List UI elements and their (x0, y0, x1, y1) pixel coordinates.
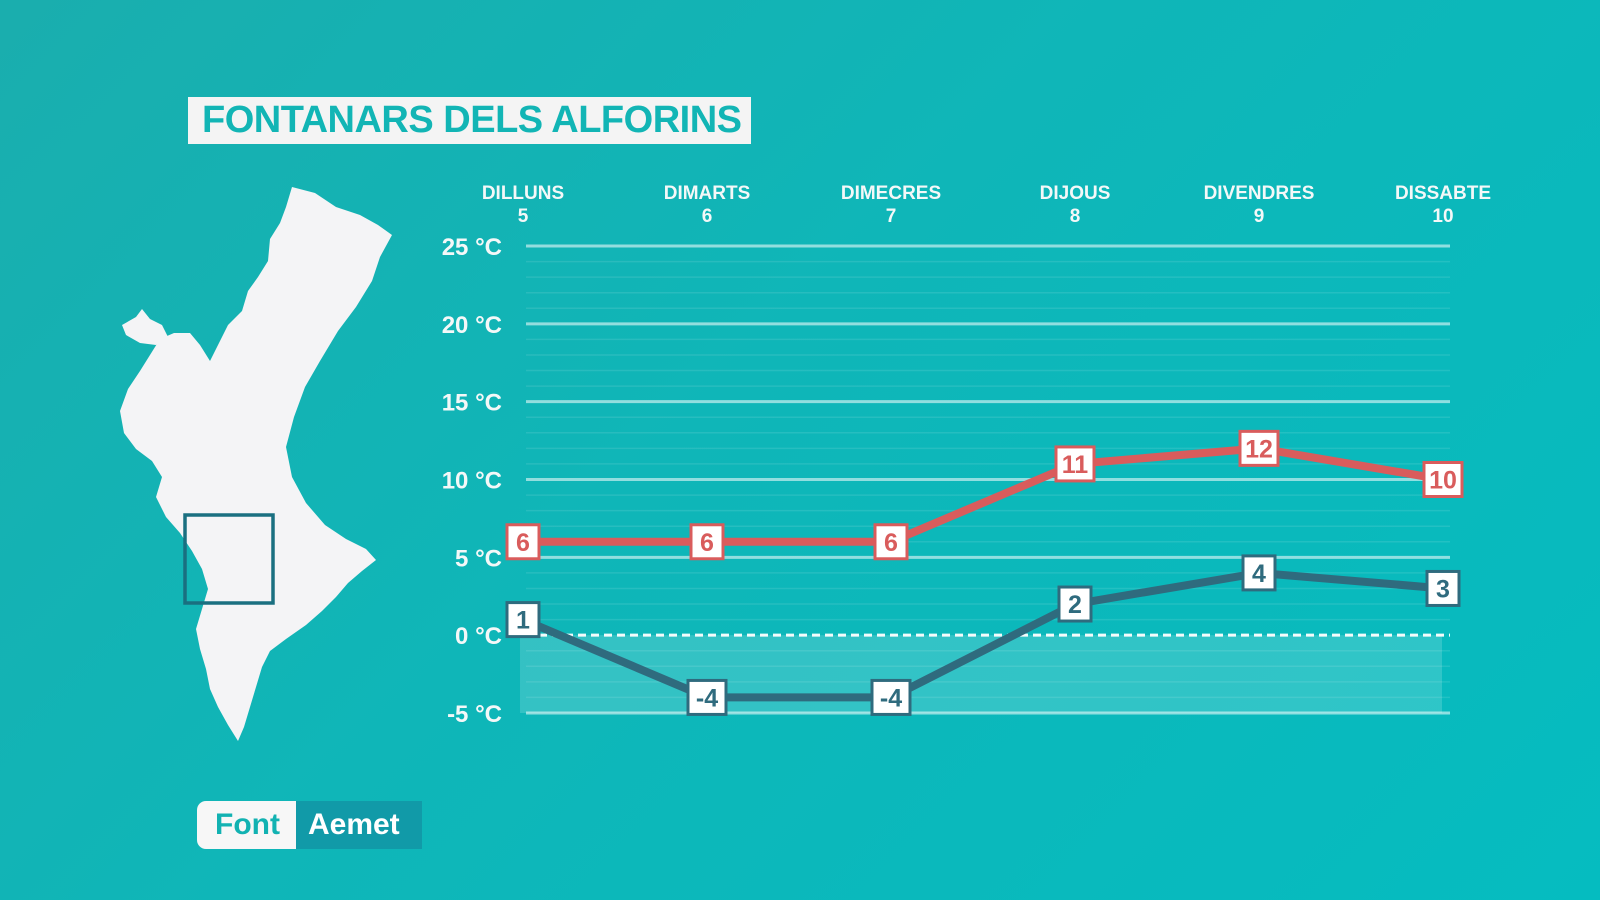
max-temp-value-label: 12 (1245, 435, 1273, 463)
valencia-region-map-icon (120, 187, 392, 741)
source-value: Aemet (295, 801, 422, 849)
x-tick-day: DILLUNS (482, 183, 564, 204)
min-temp-marker (686, 678, 728, 716)
min-temp-value-label: 3 (1436, 575, 1450, 603)
x-tick-date: 10 (1432, 206, 1453, 227)
x-tick-date: 7 (886, 206, 897, 227)
min-temp-marker (1425, 569, 1461, 607)
max-temp-marker (1054, 445, 1096, 483)
y-tick-label: 25 °C (442, 234, 502, 261)
max-temp-line (519, 444, 1447, 546)
min-temp-value-label: 1 (516, 607, 530, 635)
chart-grid (520, 244, 1450, 715)
x-tick-date: 5 (518, 206, 529, 227)
x-tick-date: 8 (1070, 206, 1081, 227)
region-enclave (122, 309, 168, 345)
min-temp-value-label: 4 (1252, 560, 1266, 588)
min-temp-value-label: 2 (1068, 591, 1082, 619)
chart-labels: 25 °C 20 °C 15 °C 10 °C 5 °C 0 °C -5 °C DILLUNS… (442, 183, 1491, 728)
x-tick-day: DIVENDRES (1204, 183, 1315, 204)
x-tick-day: DIMECRES (841, 183, 941, 204)
chart-lines (519, 444, 1447, 702)
y-tick-label: 10 °C (442, 468, 502, 495)
y-tick-label: 20 °C (442, 312, 502, 339)
max-temp-value-label: 6 (884, 529, 898, 557)
max-temp-marker (873, 523, 909, 561)
max-temp-marker (689, 523, 725, 561)
min-temp-marker (870, 678, 912, 716)
min-temp-value-label: -4 (696, 684, 718, 712)
page-title: FONTANARS DELS ALFORINS (202, 99, 742, 141)
region-shape (120, 187, 392, 741)
min-temp-line (519, 568, 1447, 702)
min-temp-marker (1241, 554, 1277, 592)
max-temp-value-label: 6 (700, 529, 714, 557)
min-temp-marker (505, 601, 541, 639)
min-temp-marker (1057, 585, 1093, 623)
x-tick-day: DIJOUS (1040, 183, 1111, 204)
max-temp-marker (1422, 461, 1464, 498)
y-tick-label: -5 °C (447, 701, 502, 728)
page-title-box: FONTANARS DELS ALFORINS (188, 97, 752, 144)
source-badge: Font Aemet (197, 801, 422, 849)
x-tick-day: DISSABTE (1395, 183, 1491, 204)
y-tick-label: 15 °C (442, 390, 502, 417)
max-temp-marker (505, 523, 541, 561)
region-map (110, 185, 400, 765)
max-temp-value-label: 11 (1062, 451, 1089, 479)
x-tick-date: 6 (702, 206, 713, 227)
location-frame (183, 513, 275, 605)
y-tick-label: 5 °C (455, 545, 502, 572)
min-temp-value-label: -4 (880, 684, 902, 712)
max-temp-value-label: 6 (516, 529, 530, 557)
x-tick-date: 9 (1254, 206, 1265, 227)
source-label: Font (197, 801, 296, 849)
chart-markers: 6 6 6 11 12 10 1 -4 -4 2 4 3 (505, 429, 1464, 716)
max-temp-value-label: 10 (1429, 467, 1457, 495)
y-tick-label: 0 °C (455, 623, 502, 650)
max-temp-marker (1238, 429, 1280, 467)
x-tick-day: DIMARTS (664, 183, 751, 204)
